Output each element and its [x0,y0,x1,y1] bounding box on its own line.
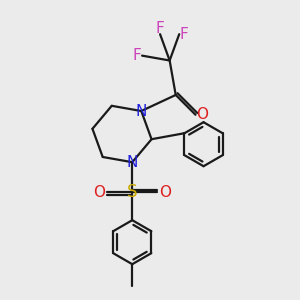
Text: F: F [180,27,189,42]
Text: O: O [93,185,105,200]
Text: F: F [156,21,164,36]
Text: N: N [127,155,138,170]
Text: N: N [136,103,147,118]
Text: F: F [133,48,141,63]
Text: O: O [196,107,208,122]
Text: S: S [127,183,137,201]
Text: O: O [159,185,171,200]
